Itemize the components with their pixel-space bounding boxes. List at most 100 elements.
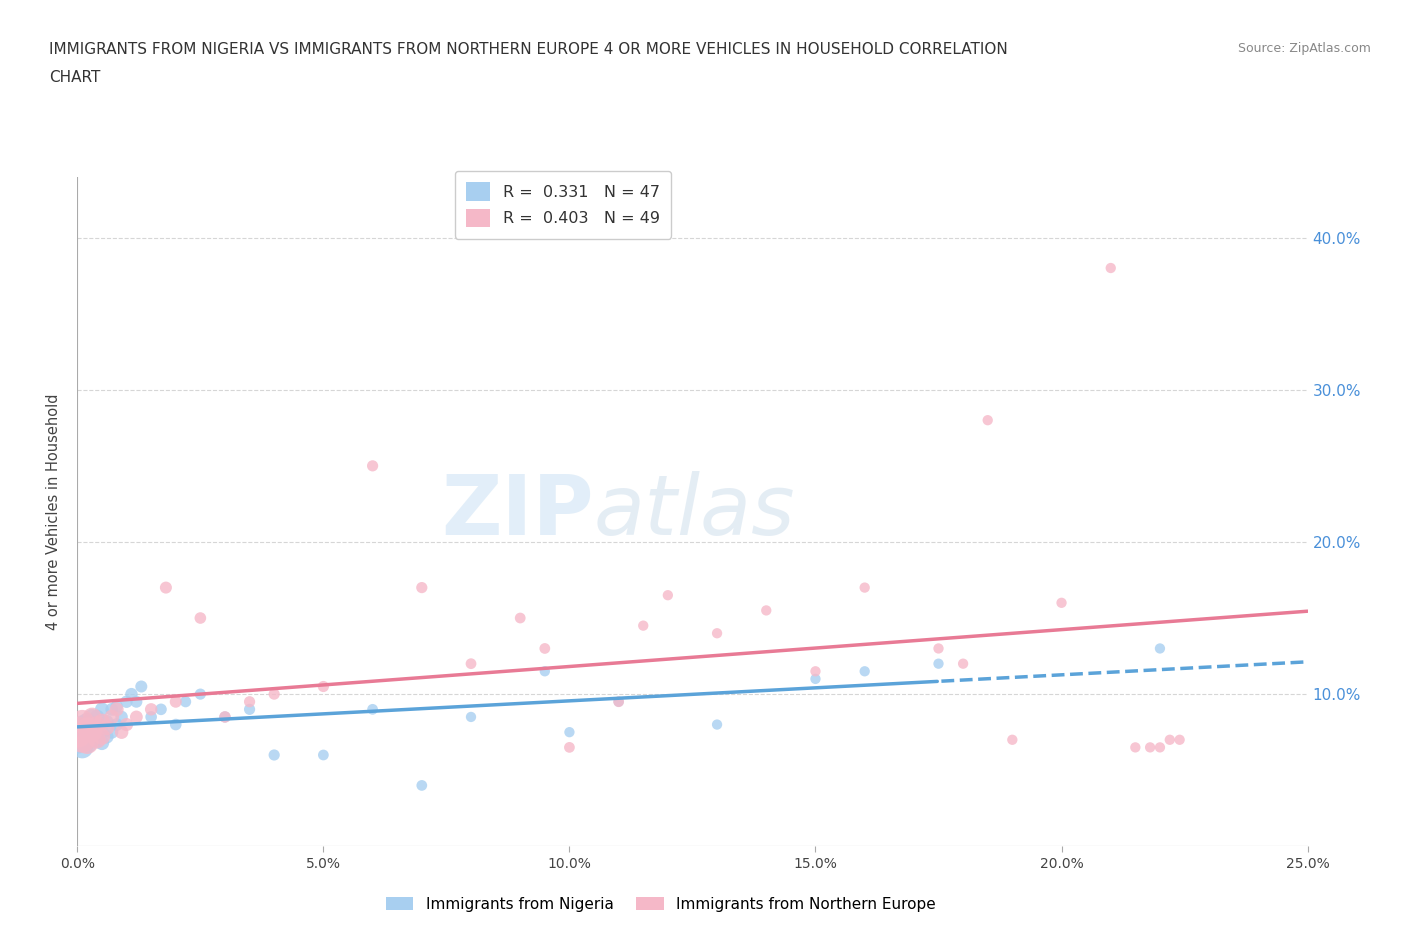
Point xyxy=(121,686,143,701)
Point xyxy=(411,580,433,595)
Point xyxy=(214,710,236,724)
Point xyxy=(312,748,335,763)
Text: ZIP: ZIP xyxy=(441,471,595,552)
Point xyxy=(190,686,212,701)
Point xyxy=(90,729,114,744)
Text: atlas: atlas xyxy=(595,471,796,552)
Text: IMMIGRANTS FROM NIGERIA VS IMMIGRANTS FROM NORTHERN EUROPE 4 OR MORE VEHICLES IN: IMMIGRANTS FROM NIGERIA VS IMMIGRANTS FR… xyxy=(49,42,1008,57)
Point xyxy=(96,720,118,735)
Point xyxy=(86,717,108,732)
Point xyxy=(534,641,557,656)
Point xyxy=(460,710,482,724)
Point xyxy=(101,724,124,739)
Point xyxy=(70,732,93,747)
Point xyxy=(952,657,974,671)
Legend: Immigrants from Nigeria, Immigrants from Northern Europe: Immigrants from Nigeria, Immigrants from… xyxy=(380,890,942,918)
Point xyxy=(105,698,128,713)
Point xyxy=(558,724,581,739)
Point xyxy=(755,603,778,618)
Point xyxy=(96,729,118,744)
Point xyxy=(558,740,581,755)
Point xyxy=(141,710,163,724)
Point xyxy=(633,618,655,633)
Point xyxy=(82,710,104,724)
Point xyxy=(1149,740,1171,755)
Point xyxy=(804,671,827,686)
Point xyxy=(1050,595,1073,610)
Point xyxy=(155,580,177,595)
Point xyxy=(361,458,384,473)
Point xyxy=(70,717,93,732)
Point xyxy=(1168,732,1191,747)
Point xyxy=(312,679,335,694)
Point xyxy=(607,695,630,710)
Point xyxy=(70,740,93,755)
Point xyxy=(214,710,236,724)
Point xyxy=(90,724,114,739)
Point xyxy=(190,611,212,626)
Text: Source: ZipAtlas.com: Source: ZipAtlas.com xyxy=(1237,42,1371,55)
Point xyxy=(509,611,531,626)
Point xyxy=(141,702,163,717)
Point xyxy=(76,720,98,735)
Point xyxy=(853,664,876,679)
Point xyxy=(66,724,89,739)
Point xyxy=(90,736,114,751)
Point xyxy=(174,695,197,710)
Point xyxy=(90,714,114,729)
Point xyxy=(76,736,98,751)
Point xyxy=(1149,641,1171,656)
Point xyxy=(1001,732,1024,747)
Point xyxy=(534,664,557,679)
Point xyxy=(1159,732,1181,747)
Text: CHART: CHART xyxy=(49,70,101,85)
Point xyxy=(96,714,118,729)
Point xyxy=(460,657,482,671)
Point xyxy=(706,717,728,732)
Point xyxy=(105,717,128,732)
Point xyxy=(804,664,827,679)
Point xyxy=(1099,260,1122,275)
Point xyxy=(115,695,138,710)
Point xyxy=(928,657,950,671)
Point xyxy=(82,710,104,724)
Legend: R =  0.331   N = 47, R =  0.403   N = 49: R = 0.331 N = 47, R = 0.403 N = 49 xyxy=(456,171,671,238)
Point xyxy=(239,695,262,710)
Point xyxy=(928,641,950,656)
Point xyxy=(361,702,384,717)
Point xyxy=(411,778,433,793)
Point xyxy=(90,702,114,717)
Point xyxy=(86,720,108,735)
Point xyxy=(70,714,93,729)
Point xyxy=(125,695,148,710)
Point xyxy=(1139,740,1161,755)
Point xyxy=(150,702,173,717)
Point xyxy=(239,702,262,717)
Point xyxy=(263,686,285,701)
Point xyxy=(101,702,124,717)
Point xyxy=(165,717,187,732)
Point xyxy=(125,710,148,724)
Point xyxy=(66,732,89,747)
Point xyxy=(76,736,98,751)
Point xyxy=(82,724,104,739)
Point xyxy=(165,695,187,710)
Point xyxy=(82,720,104,735)
Point xyxy=(86,732,108,747)
Point xyxy=(105,702,128,717)
Y-axis label: 4 or more Vehicles in Household: 4 or more Vehicles in Household xyxy=(46,393,62,630)
Point xyxy=(111,710,132,724)
Point xyxy=(1125,740,1147,755)
Point xyxy=(853,580,876,595)
Point xyxy=(977,413,1000,428)
Point xyxy=(86,710,108,724)
Point xyxy=(70,724,93,739)
Point xyxy=(657,588,679,603)
Point xyxy=(131,679,153,694)
Point xyxy=(111,724,132,739)
Point xyxy=(82,729,104,744)
Point xyxy=(263,748,285,763)
Point xyxy=(76,714,98,729)
Point xyxy=(86,732,108,747)
Point xyxy=(115,717,138,732)
